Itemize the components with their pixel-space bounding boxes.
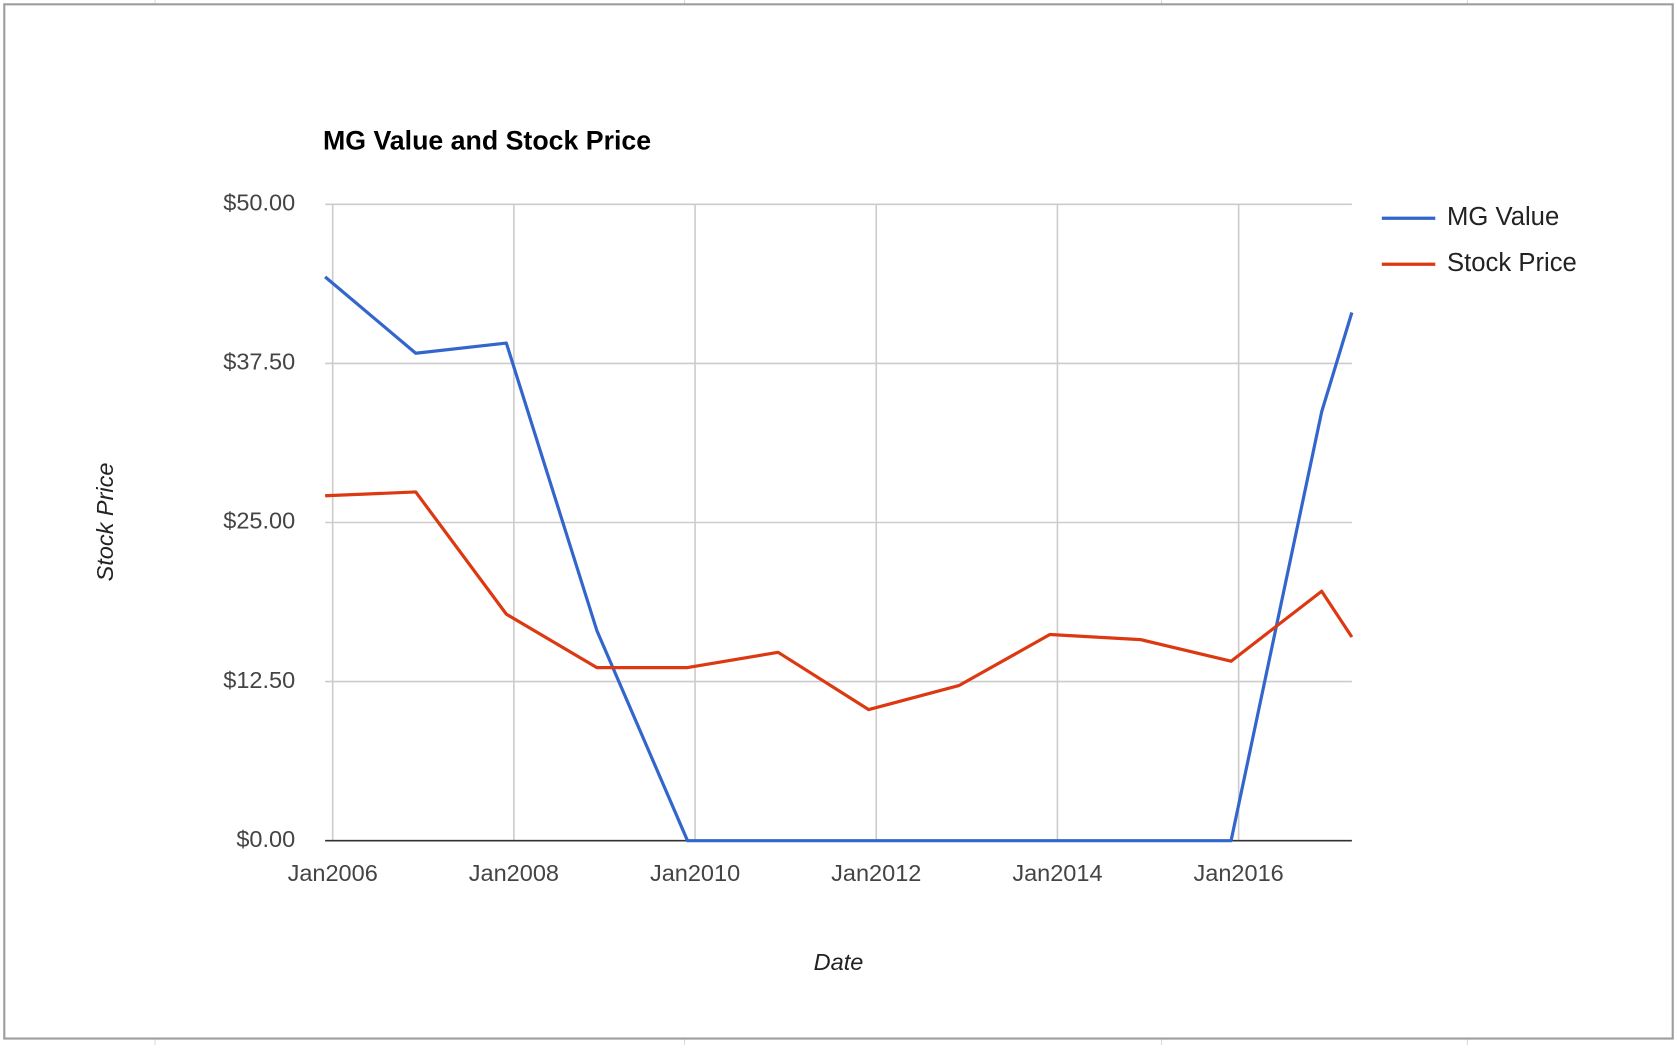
legend-label: MG Value [1447,203,1559,231]
y-axis-title: Stock Price [92,463,118,582]
sheet-background [154,0,1468,1045]
x-tick-label: Jan2016 [1194,860,1284,886]
y-tick-label: $25.00 [223,508,295,534]
data-line [325,490,1354,712]
y-tick-label: $12.50 [223,667,295,693]
chart-title: MG Value and Stock Price [323,125,651,155]
legend-label: Stock Price [1447,249,1577,277]
x-tick-label: Jan2008 [469,860,559,886]
chart-frame [3,3,1674,1040]
x-tick-label: Jan2010 [650,860,740,886]
x-tick-label: Jan2006 [288,860,378,886]
data-line [324,275,1354,843]
y-tick-label: $0.00 [236,826,295,852]
x-axis-title: Date [814,949,864,975]
x-tick-label: Jan2012 [831,860,921,886]
y-tick-label: $50.00 [223,190,295,216]
x-tick-label: Jan2014 [1012,860,1102,886]
y-tick-label: $37.50 [223,349,295,375]
